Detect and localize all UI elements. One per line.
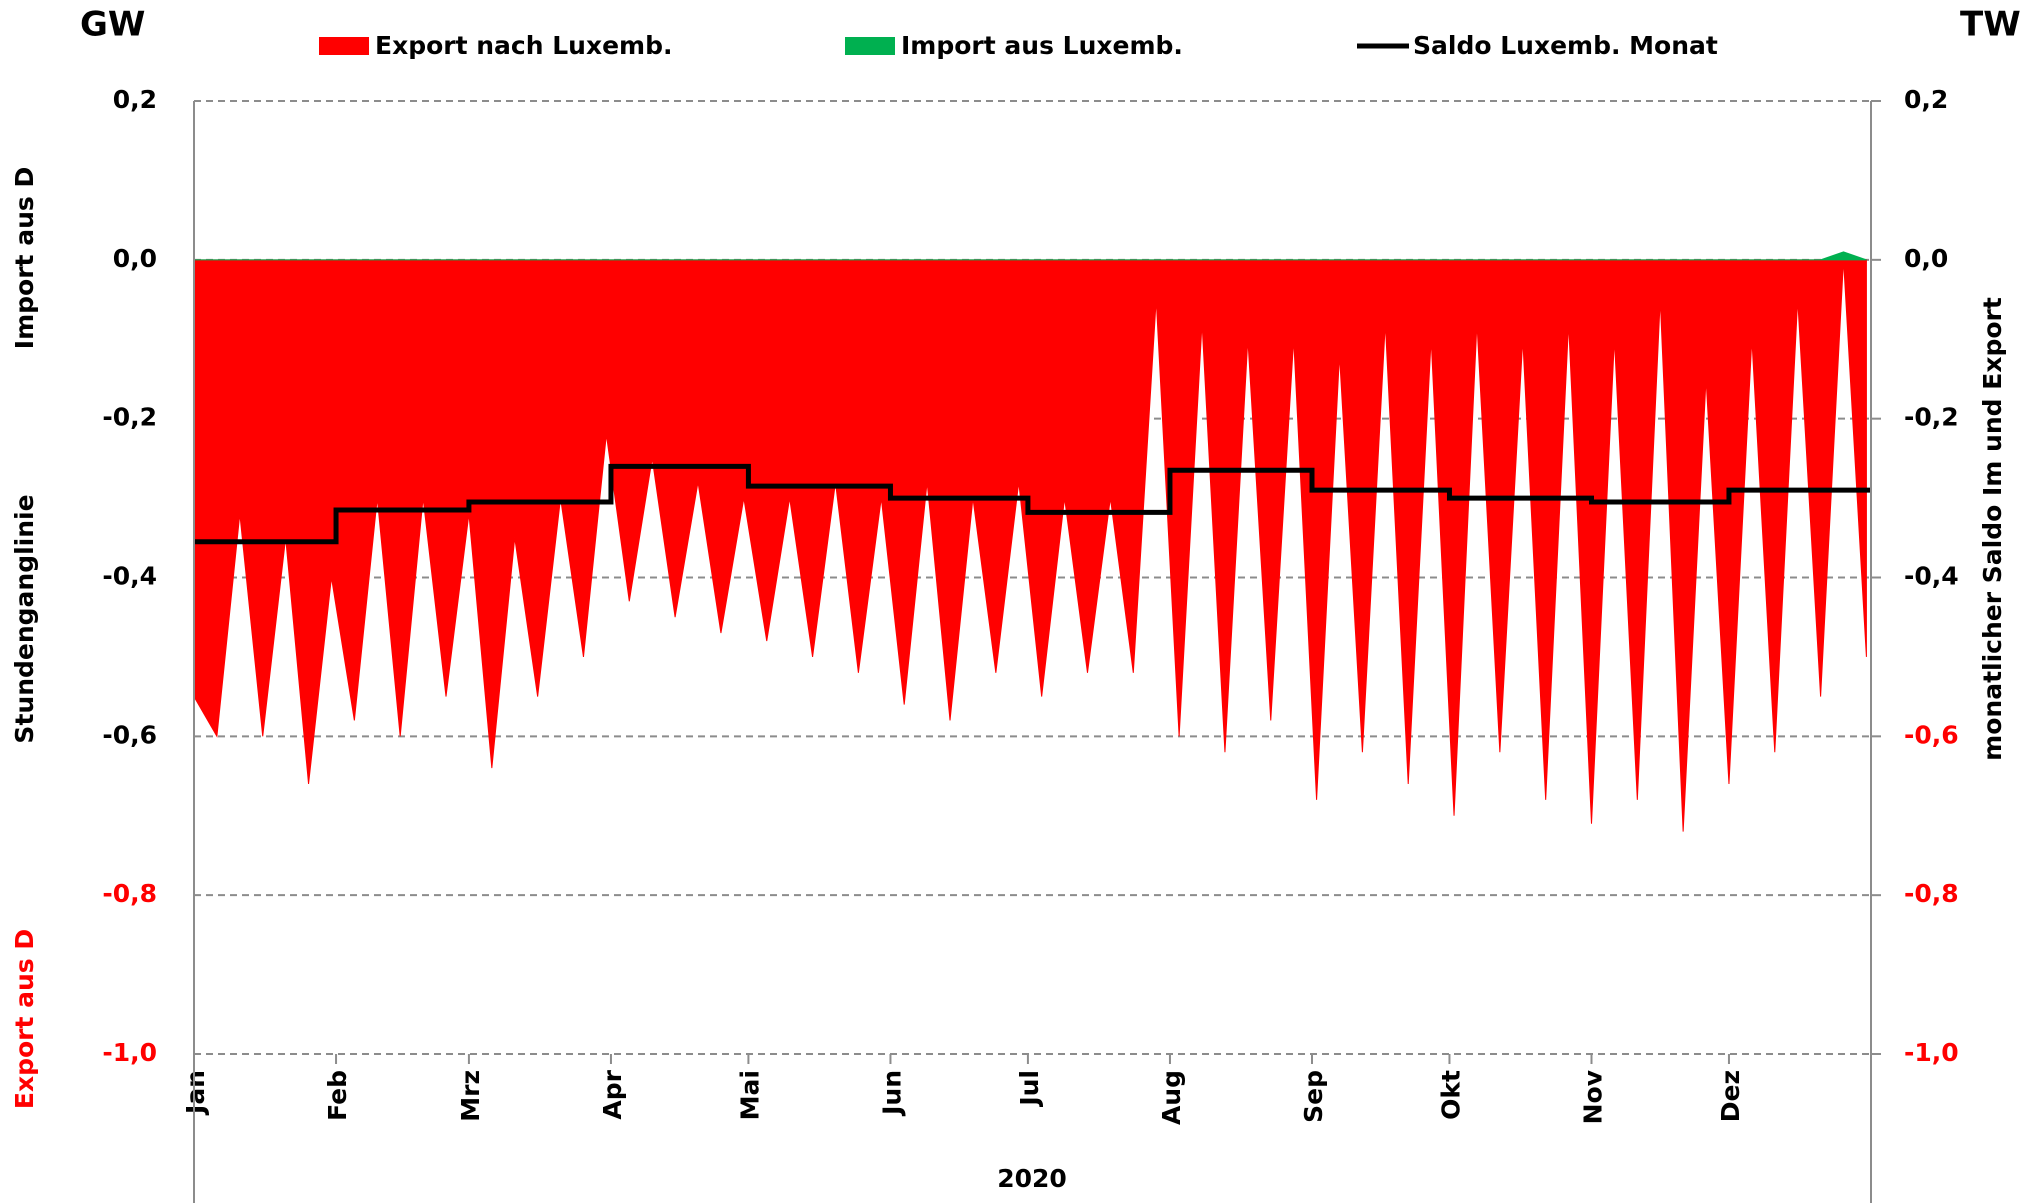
x-tick-label: Sep	[1299, 1070, 1328, 1123]
y-axis-title: Stundenganglinie	[10, 494, 39, 743]
y2-tick-label: -0,6	[1904, 720, 1959, 749]
x-tick-label: Jan	[181, 1070, 210, 1116]
y2-tick-label: -0,8	[1904, 879, 1959, 908]
legend-label: Saldo Luxemb. Monat	[1413, 31, 1718, 60]
y2-tick-label: -1,0	[1904, 1038, 1959, 1067]
x-tick-label: Jul	[1015, 1070, 1044, 1108]
legend-swatch	[845, 37, 895, 55]
x-tick-label: Okt	[1436, 1070, 1465, 1120]
y2-axis-title: monatlicher Saldo Im und Export	[1978, 297, 2007, 761]
y-axis-title: Export aus D	[10, 929, 39, 1109]
y2-tick-label: 0,2	[1904, 85, 1948, 114]
y-tick-label: -0,8	[102, 879, 157, 908]
saldo-line	[194, 463, 1871, 545]
y2-tick-label: -0,4	[1904, 562, 1959, 591]
legend-swatch	[319, 37, 369, 55]
y-axis-title: Import aus D	[10, 167, 39, 349]
legend-label: Import aus Luxemb.	[901, 31, 1183, 60]
y-tick-label: 0,0	[113, 244, 157, 273]
right-unit: TWh	[1960, 5, 2022, 45]
x-tick-label: Mai	[735, 1070, 764, 1120]
x-tick-label: Aug	[1157, 1070, 1186, 1125]
x-tick-label: Jun	[877, 1070, 906, 1117]
left-unit: GW	[80, 5, 145, 45]
y2-tick-label: 0,0	[1904, 244, 1948, 273]
x-tick-label: Nov	[1579, 1070, 1608, 1124]
area	[194, 251, 1867, 261]
legend-label: Export nach Luxemb.	[375, 31, 673, 60]
area	[193, 259, 1867, 832]
x-tick-label: Dez	[1716, 1070, 1745, 1122]
x-tick-label: Mrz	[456, 1070, 485, 1122]
y-tick-label: -0,4	[102, 562, 157, 591]
x-axis-title: 2020	[997, 1164, 1067, 1193]
x-tick-label: Feb	[323, 1070, 352, 1121]
y2-tick-label: -0,2	[1904, 403, 1959, 432]
y-tick-label: -0,6	[102, 720, 157, 749]
y-tick-label: -1,0	[102, 1038, 157, 1067]
y-tick-label: 0,2	[113, 85, 157, 114]
y-tick-label: -0,2	[102, 403, 157, 432]
x-tick-label: Apr	[598, 1069, 627, 1119]
